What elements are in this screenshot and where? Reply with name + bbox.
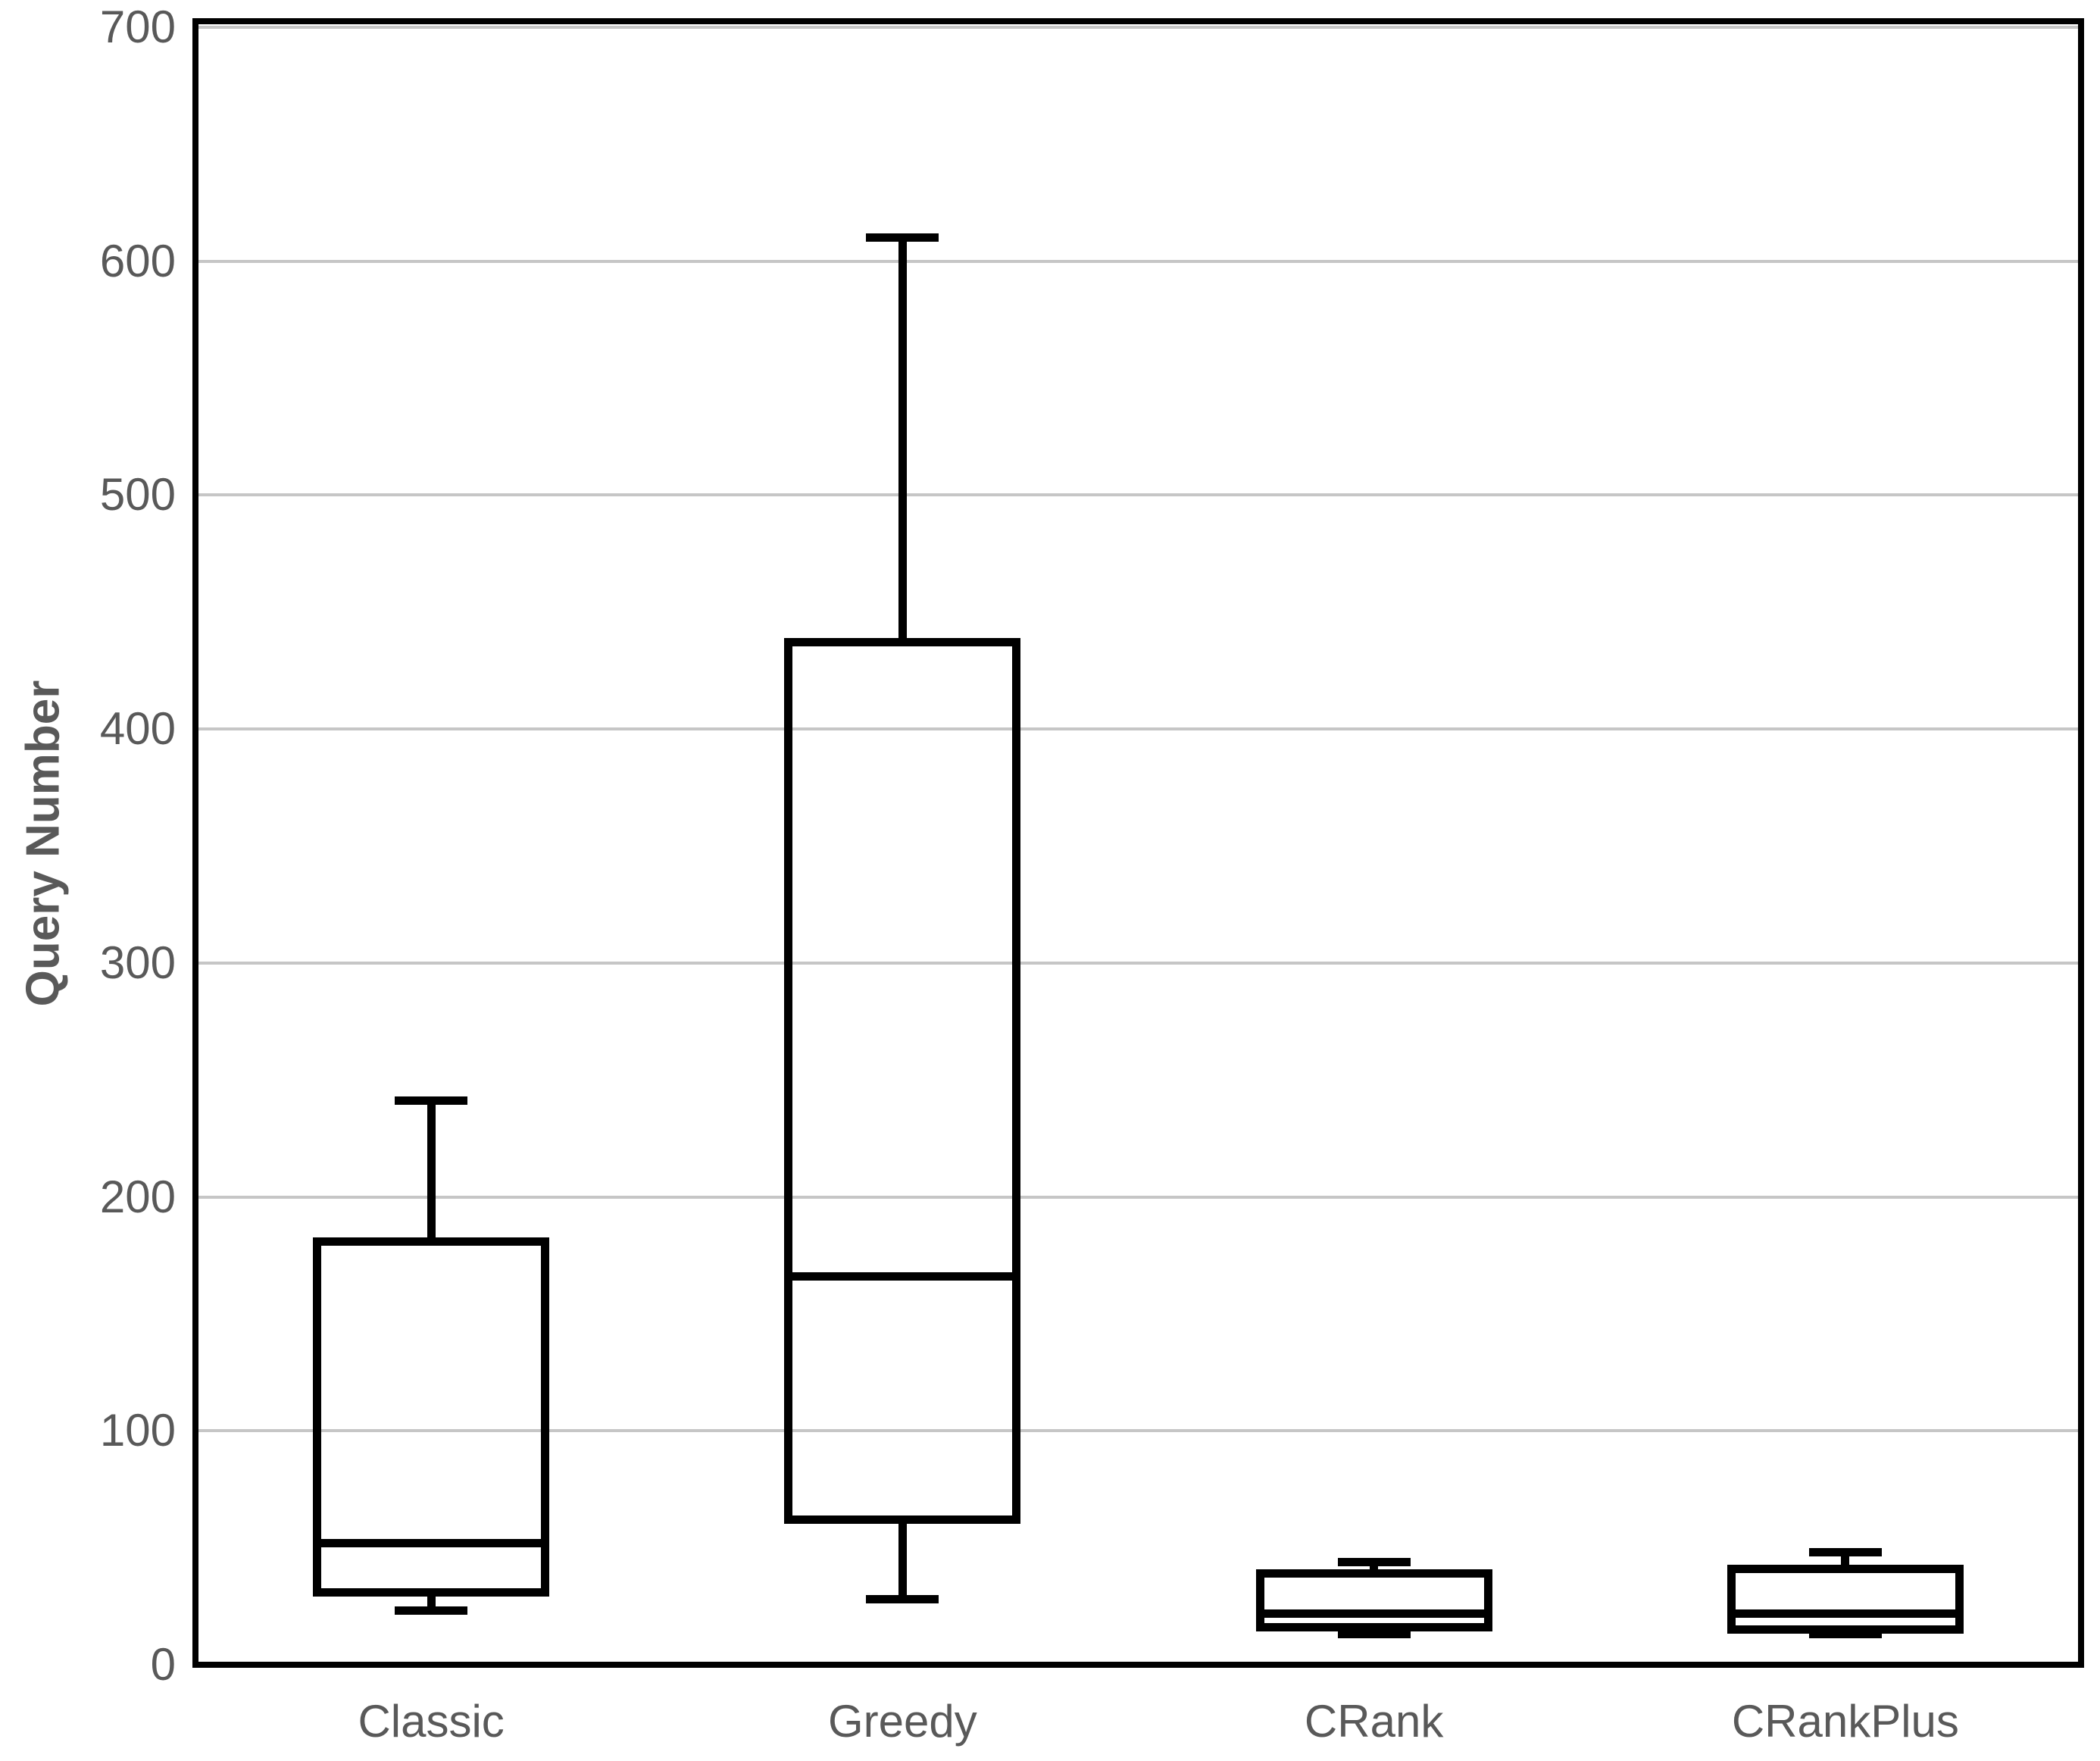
whisker-cap-bottom-classic xyxy=(395,1606,468,1616)
y-tick-label-300: 300 xyxy=(99,937,176,988)
gridline-500 xyxy=(198,493,2078,497)
median-line-crankplus xyxy=(1727,1609,1964,1618)
whisker-stem-top-classic xyxy=(427,1100,436,1242)
y-tick-label-100: 100 xyxy=(99,1405,176,1456)
plot-border xyxy=(192,18,2084,1668)
whisker-cap-top-crankplus xyxy=(1808,1548,1882,1557)
y-tick-label-200: 200 xyxy=(99,1171,176,1222)
y-tick-label-0: 0 xyxy=(150,1639,176,1690)
gridline-100 xyxy=(198,1429,2078,1433)
whisker-cap-bottom-crank xyxy=(1337,1630,1411,1639)
y-tick-label-500: 500 xyxy=(99,469,176,521)
whisker-stem-top-crankplus xyxy=(1841,1552,1850,1569)
whisker-stem-top-greedy xyxy=(898,237,907,643)
whisker-cap-top-crank xyxy=(1337,1557,1411,1566)
box-classic xyxy=(313,1237,550,1597)
y-tick-label-600: 600 xyxy=(99,235,176,286)
whisker-stem-top-crank xyxy=(1370,1562,1379,1574)
whisker-cap-top-classic xyxy=(395,1096,468,1106)
y-tick-label-400: 400 xyxy=(99,703,176,755)
whisker-cap-bottom-greedy xyxy=(866,1595,939,1604)
box-crankplus xyxy=(1727,1564,1964,1634)
whisker-stem-bottom-classic xyxy=(427,1592,436,1611)
y-axis-title: Query Number xyxy=(17,680,70,1007)
x-category-label-crank: CRank xyxy=(1304,1696,1444,1747)
gridline-200 xyxy=(198,1195,2078,1199)
gridline-400 xyxy=(198,727,2078,731)
box-crank xyxy=(1255,1569,1492,1632)
x-category-label-classic: Classic xyxy=(358,1696,505,1747)
median-line-greedy xyxy=(784,1272,1021,1281)
median-line-classic xyxy=(313,1538,550,1547)
whisker-stem-bottom-greedy xyxy=(898,1519,907,1600)
gridline-700 xyxy=(198,26,2078,29)
median-line-crank xyxy=(1255,1609,1492,1618)
x-category-label-greedy: Greedy xyxy=(827,1696,977,1747)
gridline-300 xyxy=(198,961,2078,965)
y-tick-label-700: 700 xyxy=(99,2,176,52)
whisker-cap-bottom-crankplus xyxy=(1808,1630,1882,1639)
gridline-600 xyxy=(198,259,2078,263)
box-greedy xyxy=(784,638,1021,1525)
x-category-label-crankplus: CRankPlus xyxy=(1731,1696,1959,1747)
whisker-cap-top-greedy xyxy=(866,233,939,242)
